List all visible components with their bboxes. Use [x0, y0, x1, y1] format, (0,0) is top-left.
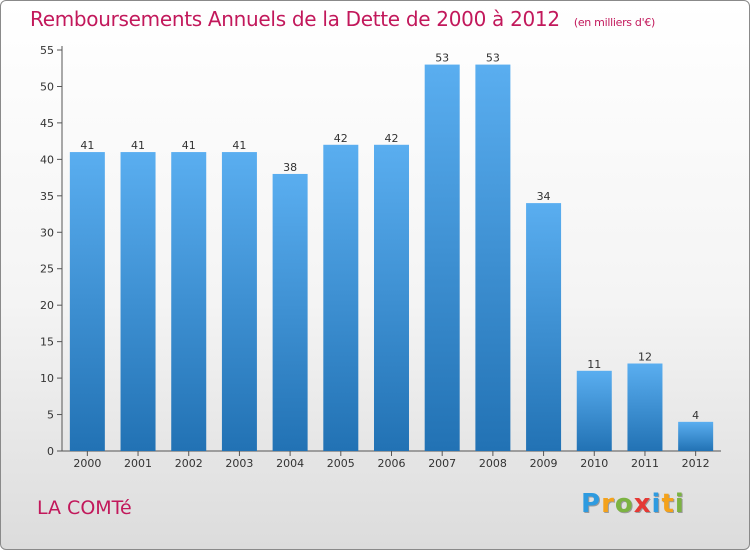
- x-tick-label: 2001: [124, 457, 152, 470]
- bar: [424, 64, 460, 451]
- bar: [627, 363, 663, 451]
- data-label: 12: [638, 351, 652, 364]
- x-tick-label: 2004: [276, 457, 304, 470]
- y-tick-label: 35: [40, 190, 54, 203]
- chart-title-text: Remboursements Annuels de la Dette de 20…: [30, 7, 560, 31]
- data-label: 41: [80, 139, 94, 152]
- bar: [576, 370, 612, 451]
- logo-letter: i: [651, 489, 662, 519]
- x-tick-label: 2003: [225, 457, 253, 470]
- y-tick-label: 0: [47, 445, 54, 458]
- logo-letter: i: [674, 489, 685, 519]
- bar: [69, 152, 105, 451]
- x-tick-label: 2007: [428, 457, 456, 470]
- data-label: 42: [385, 132, 399, 145]
- data-label: 53: [435, 52, 449, 65]
- y-tick-label: 20: [40, 299, 54, 312]
- proxiti-logo: Proxiti: [581, 489, 685, 519]
- data-label: 38: [283, 161, 297, 174]
- bar: [374, 144, 409, 452]
- logo-letter: r: [601, 489, 615, 519]
- bar: [526, 203, 562, 451]
- x-tick-label: 2010: [580, 457, 608, 470]
- chart-title: Remboursements Annuels de la Dette de 20…: [30, 7, 655, 31]
- bar: [221, 152, 257, 451]
- y-tick-label: 15: [40, 336, 54, 349]
- chart-subtitle: (en milliers d'€): [573, 16, 656, 29]
- x-tick-label: 2009: [530, 457, 558, 470]
- y-tick-label: 25: [40, 263, 54, 276]
- x-tick-label: 2002: [175, 457, 203, 470]
- bar: [678, 421, 714, 451]
- y-tick-label: 30: [40, 226, 54, 239]
- bar: [272, 173, 308, 452]
- data-label: 11: [587, 358, 601, 371]
- x-tick-label: 2008: [479, 457, 507, 470]
- x-tick-label: 2011: [631, 457, 659, 470]
- logo-letter: t: [661, 489, 675, 519]
- bar: [120, 152, 156, 451]
- data-label: 41: [182, 139, 196, 152]
- data-label: 34: [537, 190, 551, 203]
- data-label: 42: [334, 132, 348, 145]
- logo-letter: P: [581, 489, 602, 519]
- y-tick-label: 55: [40, 44, 54, 57]
- y-tick-label: 40: [40, 153, 54, 166]
- bar: [475, 64, 511, 451]
- logo-letter: o: [614, 489, 634, 519]
- data-label: 53: [486, 52, 500, 65]
- commune-name: LA COMTé: [37, 497, 132, 519]
- y-tick-label: 45: [40, 117, 54, 130]
- x-tick-label: 2012: [682, 457, 710, 470]
- y-tick-label: 10: [40, 372, 54, 385]
- x-tick-label: 2005: [327, 457, 355, 470]
- x-tick-label: 2000: [73, 457, 101, 470]
- y-tick-label: 50: [40, 80, 54, 93]
- bar: [171, 152, 207, 451]
- data-label: 4: [692, 409, 699, 422]
- data-label: 41: [232, 139, 246, 152]
- bar: [323, 144, 359, 452]
- y-tick-label: 5: [47, 409, 54, 422]
- x-tick-label: 2006: [378, 457, 406, 470]
- logo-letter: x: [633, 489, 652, 519]
- data-label: 41: [131, 139, 145, 152]
